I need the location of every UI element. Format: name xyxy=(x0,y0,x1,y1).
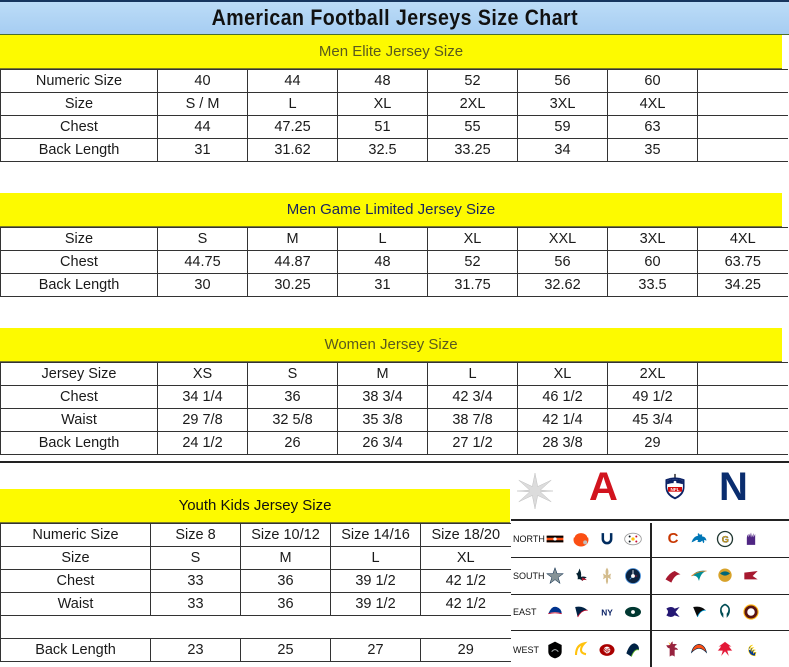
svg-text:C: C xyxy=(668,530,679,547)
svg-text:NFL: NFL xyxy=(670,487,679,492)
svg-text:NY: NY xyxy=(601,608,613,618)
svg-text:SF: SF xyxy=(604,648,610,654)
svg-text:G: G xyxy=(722,534,729,544)
